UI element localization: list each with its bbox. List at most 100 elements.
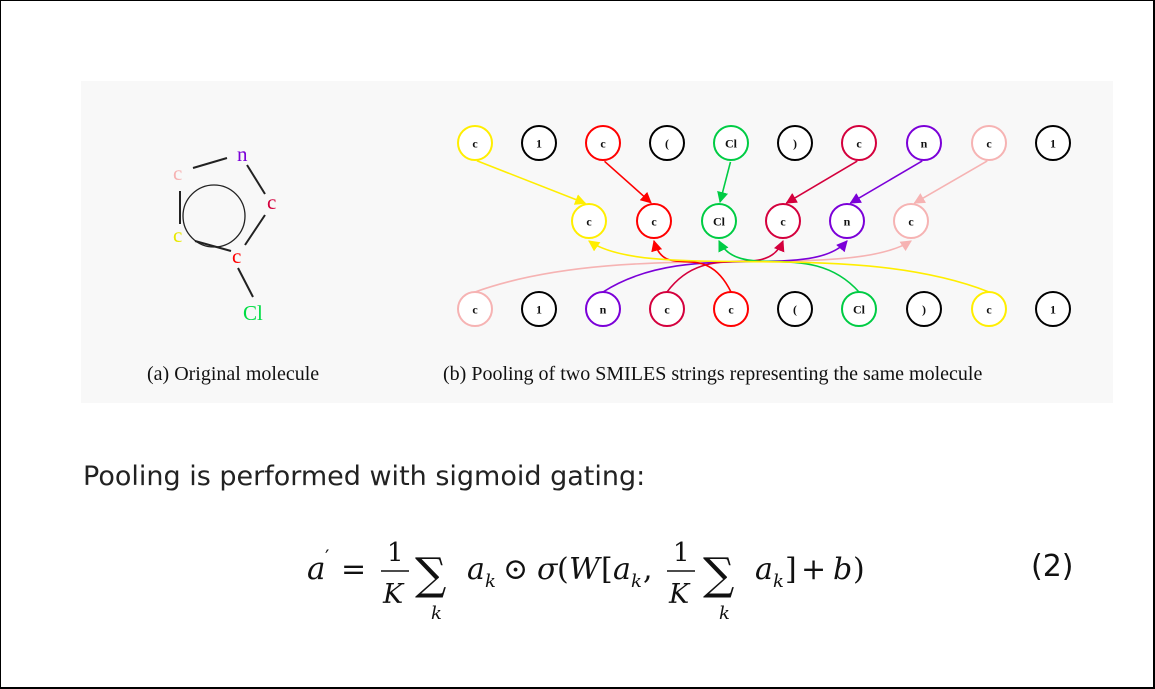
svg-text:k: k <box>773 571 784 592</box>
pooling-arrow <box>849 160 923 204</box>
bottom-token: c <box>457 291 493 327</box>
pooling-equation: a ′ = 1 K ∑ k a k ⊙ σ ( W [ a k , 1 K <box>307 525 907 633</box>
bottom-token: 1 <box>1035 291 1071 327</box>
svg-text:k: k <box>431 603 442 624</box>
bottom-token: Cl <box>841 291 877 327</box>
bond <box>192 157 228 169</box>
atom-label: Cl <box>243 301 263 325</box>
svg-text:+: + <box>801 552 826 587</box>
top-token: c <box>585 125 621 161</box>
pooling-arrow <box>476 159 587 205</box>
svg-text:a: a <box>755 552 773 587</box>
token-label: c <box>651 215 657 229</box>
token-label: ) <box>793 137 797 151</box>
svg-text:K: K <box>668 579 691 610</box>
top-token: 1 <box>1035 125 1071 161</box>
svg-text:,: , <box>643 552 653 587</box>
svg-text:∑: ∑ <box>703 549 734 600</box>
token-label: c <box>856 137 862 151</box>
caption-a: (a) Original molecule <box>147 363 320 385</box>
bottom-token: ) <box>906 291 942 327</box>
token-label: c <box>600 137 606 151</box>
token-label: n <box>921 137 928 151</box>
token-label: c <box>908 215 914 229</box>
aromatic-ring <box>182 184 246 248</box>
pooled-token: n <box>829 203 865 239</box>
svg-text:k: k <box>485 571 496 592</box>
pooling-arrow <box>651 239 732 293</box>
token-label: Cl <box>853 303 866 317</box>
bond <box>246 164 266 195</box>
svg-text:1: 1 <box>387 538 404 568</box>
svg-text:k: k <box>719 603 730 624</box>
svg-text:σ: σ <box>537 552 559 587</box>
token-label: c <box>728 303 734 317</box>
bottom-token: n <box>585 291 621 327</box>
token-label: ( <box>665 137 669 151</box>
token-label: c <box>472 303 478 317</box>
bottom-token: 1 <box>521 291 557 327</box>
token-label: 1 <box>1050 303 1056 317</box>
pooled-token: c <box>893 203 929 239</box>
svg-text:a: a <box>307 551 325 587</box>
pooling-nodes: c 1 c ( Cl) c n c 1 c c Cl c n c c 1 n c c ( Cl) c 1 <box>457 125 1071 327</box>
pooled-token: c <box>765 203 801 239</box>
token-label: ( <box>793 303 797 317</box>
svg-text:⊙: ⊙ <box>503 552 528 587</box>
top-token: ( <box>649 125 685 161</box>
equation-number: (2) <box>1031 549 1074 584</box>
bottom-token: c <box>713 291 749 327</box>
caption-b: (b) Pooling of two SMILES strings repres… <box>443 363 983 385</box>
top-token: c <box>971 125 1007 161</box>
svg-text:W: W <box>569 552 602 587</box>
equation-graphic: a ′ = 1 K ∑ k a k ⊙ σ ( W [ a k , 1 K <box>307 538 865 624</box>
token-label: c <box>986 137 992 151</box>
atom-label: c <box>267 190 276 214</box>
atom-label: c <box>173 223 182 247</box>
top-token: ) <box>777 125 813 161</box>
atom-label: c <box>173 161 182 185</box>
token-label: 1 <box>536 137 542 151</box>
token-label: c <box>780 215 786 229</box>
pooling-arrow <box>588 240 990 293</box>
svg-text:[: [ <box>601 552 613 587</box>
bottom-token: c <box>649 291 685 327</box>
svg-text:K: K <box>382 579 405 610</box>
token-label: c <box>986 303 992 317</box>
top-token: c <box>841 125 877 161</box>
token-label: c <box>664 303 670 317</box>
svg-text:): ) <box>853 552 865 587</box>
top-token: n <box>906 125 942 161</box>
svg-text:1: 1 <box>673 538 690 568</box>
bottom-token: ( <box>777 291 813 327</box>
svg-text:]: ] <box>785 552 797 587</box>
intro-text: Pooling is performed with sigmoid gating… <box>83 461 646 492</box>
svg-text:a: a <box>613 552 631 587</box>
top-token: c <box>457 125 493 161</box>
top-token: 1 <box>521 125 557 161</box>
svg-text:=: = <box>341 552 366 587</box>
bond <box>244 214 266 246</box>
pooled-token: c <box>636 203 672 239</box>
token-label: 1 <box>1050 137 1056 151</box>
pooling-edges <box>474 159 990 293</box>
pooling-arrow <box>717 161 732 204</box>
bond <box>194 240 232 252</box>
svg-text:∑: ∑ <box>415 549 446 600</box>
atom-label: c <box>232 244 241 268</box>
pooled-token: c <box>571 203 607 239</box>
token-label: Cl <box>713 215 726 229</box>
pooled-token: Cl <box>701 203 737 239</box>
svg-text:b: b <box>833 552 852 587</box>
svg-text:a: a <box>467 552 485 587</box>
token-label: ) <box>922 303 926 317</box>
atom-label: n <box>237 142 248 166</box>
token-label: c <box>586 215 592 229</box>
token-label: Cl <box>725 137 738 151</box>
pooling-arrow <box>913 160 988 204</box>
molecule-structure: n c c c c Cl <box>173 142 276 325</box>
top-token: Cl <box>713 125 749 161</box>
token-label: 1 <box>536 303 542 317</box>
pooling-arrow <box>474 240 912 293</box>
